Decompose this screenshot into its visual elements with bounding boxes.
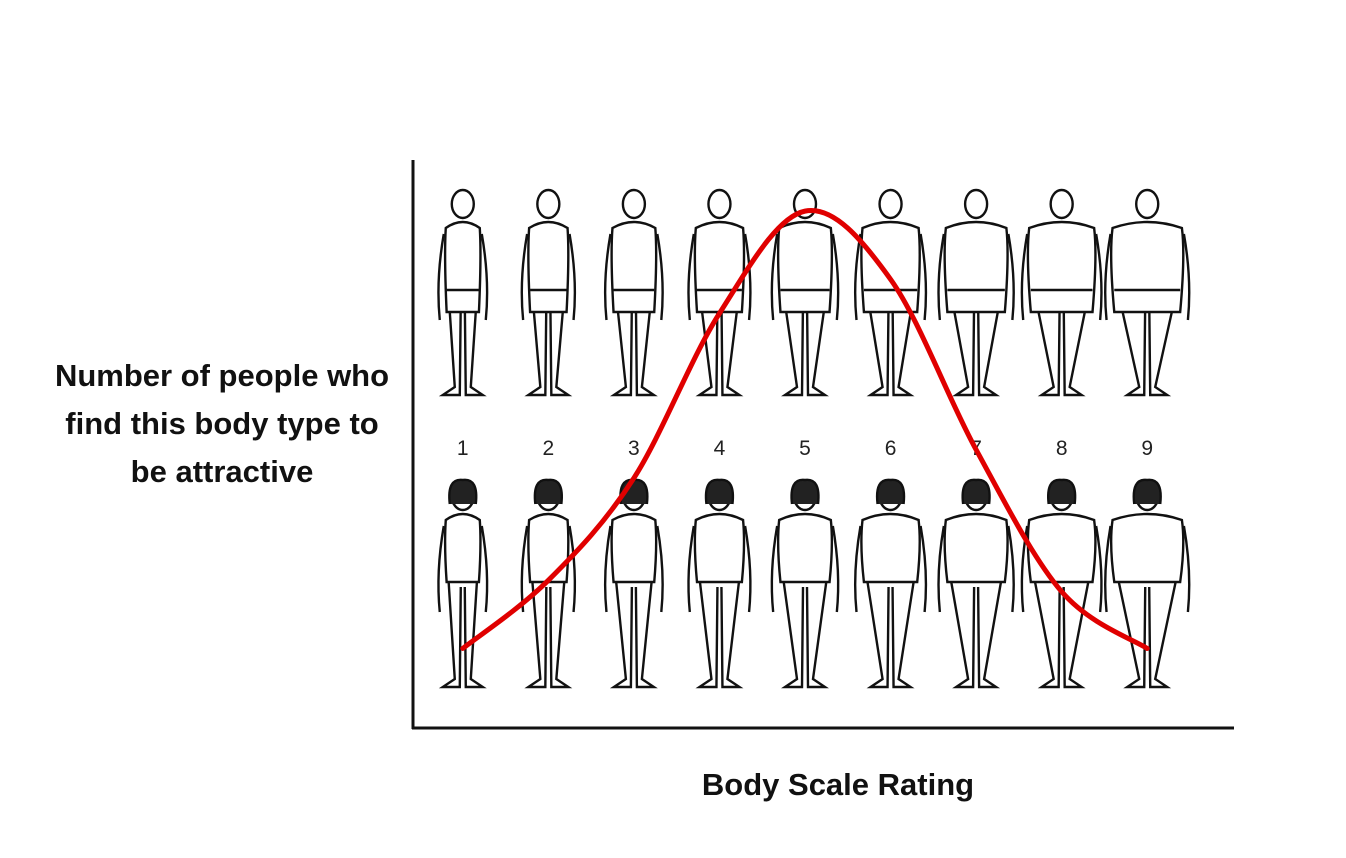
x-tick-label: 9 [1141,437,1153,460]
male-figure [770,188,840,397]
torso [776,512,834,584]
torso [1026,512,1097,584]
torso [693,220,746,314]
bell-curve [460,208,1150,651]
hair [1047,478,1077,505]
female-figure [437,478,489,689]
arm [437,525,489,613]
arm [853,525,928,613]
male-figure [603,188,664,397]
head [707,188,732,220]
male-figure [437,188,489,397]
leg [949,576,1004,689]
head [536,188,561,220]
hair [875,478,906,505]
torso [860,220,921,314]
head [621,188,647,220]
hair [790,478,820,505]
female-figure [853,478,928,689]
female-figure [520,478,577,689]
torso [1109,220,1185,314]
arm [437,233,489,321]
leg [1116,576,1178,689]
torso [1026,220,1097,314]
arm [603,233,664,321]
x-tick-label: 6 [885,437,897,460]
arm [1104,233,1191,321]
hair [961,478,991,505]
torso [943,220,1009,314]
x-tick-label: 4 [714,437,726,460]
torso [1109,512,1185,584]
arm [1104,525,1191,613]
leg [438,289,487,397]
leg [865,289,916,397]
x-tick-label: 3 [628,437,640,460]
male-figure [1104,188,1191,397]
torso [443,220,482,314]
female-figure [937,478,1015,689]
leg [609,289,658,397]
leg [695,576,744,689]
x-tick-label: 1 [457,437,469,460]
female-figure [603,478,664,689]
female-figure [687,478,752,689]
torso [610,220,658,314]
torso [527,512,570,584]
head [1135,188,1160,220]
arm [687,525,752,613]
leg [524,576,573,689]
torso [693,512,746,584]
leg [781,576,829,689]
leg [865,576,916,689]
y-axis-label: Number of people who find this body type… [54,358,390,489]
head [878,188,903,220]
torso [943,512,1009,584]
torso [527,220,570,314]
leg [1116,289,1178,397]
female-figure [770,478,840,689]
x-tick-label: 5 [799,437,811,460]
leg [695,289,744,397]
male-figure [937,188,1015,397]
arm [520,233,577,321]
male-figure [687,188,752,397]
hair [533,478,563,505]
female-figure [1020,478,1103,689]
x-axis-label: Body Scale Rating [702,767,974,802]
leg [1032,289,1091,397]
torso [610,512,658,584]
x-tick-label: 8 [1056,437,1068,460]
male-figure [853,188,928,397]
arm [603,525,664,613]
torso [860,512,921,584]
female-figure [1104,478,1191,689]
head [450,188,475,220]
male-figure [1020,188,1103,397]
arm [770,233,840,321]
torso [776,220,834,314]
head [1049,188,1074,220]
torso [443,512,482,584]
head [963,188,989,220]
arm [687,233,752,321]
x-tick-label: 2 [542,437,554,460]
hair [704,478,735,505]
leg [609,576,658,689]
leg [781,289,829,397]
male-figure [520,188,577,397]
arm [937,525,1015,613]
hair [448,478,478,505]
leg [438,576,487,689]
hair [1132,478,1162,505]
leg [1032,576,1091,689]
leg [524,289,573,397]
arm [770,525,840,613]
arm [1020,233,1103,321]
leg [949,289,1004,397]
arm [937,233,1015,321]
